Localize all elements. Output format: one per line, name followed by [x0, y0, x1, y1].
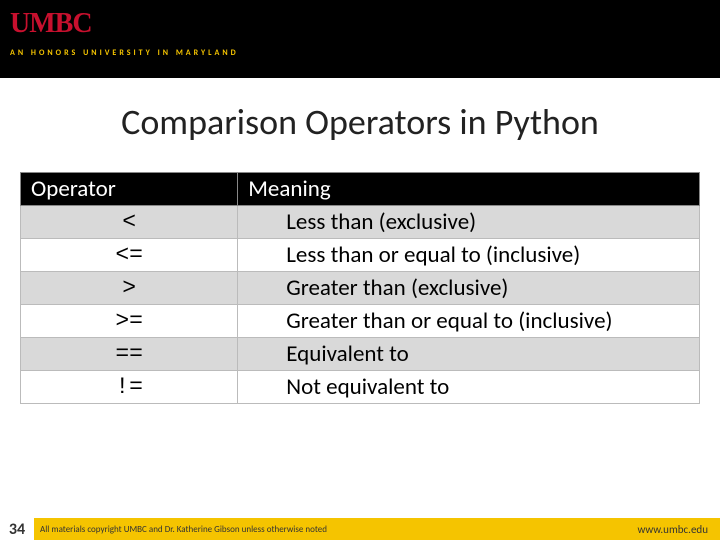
page-number: 34: [0, 518, 34, 540]
table-row: <= Less than or equal to (inclusive): [21, 239, 700, 272]
cell-meaning: Less than (exclusive): [238, 206, 700, 239]
operators-table-wrap: Operator Meaning < Less than (exclusive)…: [20, 172, 700, 404]
cell-operator: !=: [21, 371, 238, 404]
col-header-meaning: Meaning: [238, 173, 700, 206]
operators-table: Operator Meaning < Less than (exclusive)…: [20, 172, 700, 404]
cell-meaning: Greater than (exclusive): [238, 272, 700, 305]
cell-operator: <=: [21, 239, 238, 272]
table-row: >= Greater than or equal to (inclusive): [21, 305, 700, 338]
logo-text: UMBC: [10, 8, 92, 40]
cell-operator: >: [21, 272, 238, 305]
slide-title: Comparison Operators in Python: [0, 100, 720, 144]
footer-bar: 34 All materials copyright UMBC and Dr. …: [0, 518, 720, 540]
tagline: AN HONORS UNIVERSITY IN MARYLAND: [10, 48, 239, 58]
cell-operator: >=: [21, 305, 238, 338]
col-header-operator: Operator: [21, 173, 238, 206]
table-row: != Not equivalent to: [21, 371, 700, 404]
cell-meaning: Not equivalent to: [238, 371, 700, 404]
table-row: == Equivalent to: [21, 338, 700, 371]
table-row: > Greater than (exclusive): [21, 272, 700, 305]
copyright-text: All materials copyright UMBC and Dr. Kat…: [40, 524, 637, 535]
cell-meaning: Greater than or equal to (inclusive): [238, 305, 700, 338]
table-header-row: Operator Meaning: [21, 173, 700, 206]
header-bar: UMBC AN HONORS UNIVERSITY IN MARYLAND: [0, 0, 720, 78]
cell-meaning: Less than or equal to (inclusive): [238, 239, 700, 272]
footer-url: www.umbc.edu: [637, 523, 720, 536]
table-row: < Less than (exclusive): [21, 206, 700, 239]
cell-meaning: Equivalent to: [238, 338, 700, 371]
cell-operator: ==: [21, 338, 238, 371]
cell-operator: <: [21, 206, 238, 239]
